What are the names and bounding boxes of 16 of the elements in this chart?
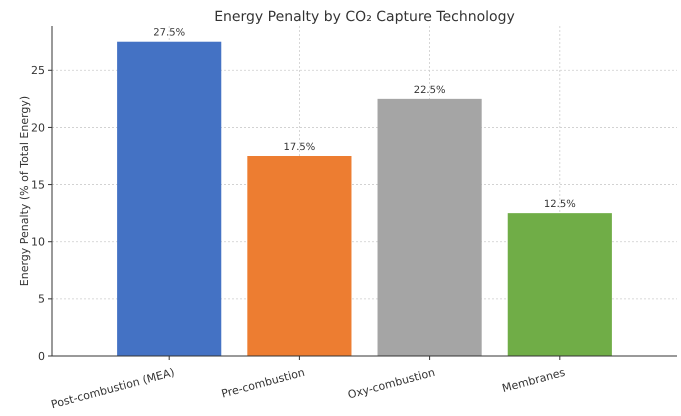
y-tick-label: 10 [31, 236, 45, 249]
y-tick-label: 5 [38, 292, 45, 306]
data-label: 17.5% [284, 142, 316, 153]
data-label: 27.5% [153, 28, 186, 39]
y-tick-label: 20 [31, 121, 45, 134]
y-axis-title: Energy Penalty (% of Total Energy) [18, 96, 31, 286]
data-label: 12.5% [544, 199, 576, 210]
bar [508, 213, 612, 356]
y-tick-label: 15 [31, 178, 45, 192]
y-tick-label: 25 [31, 64, 45, 78]
data-label: 22.5% [414, 84, 446, 96]
y-tick-label: 0 [38, 350, 45, 363]
bar [117, 42, 222, 356]
chart-title: Energy Penalty by CO₂ Capture Technology [214, 9, 515, 25]
bar [247, 156, 352, 356]
bar [378, 98, 482, 356]
